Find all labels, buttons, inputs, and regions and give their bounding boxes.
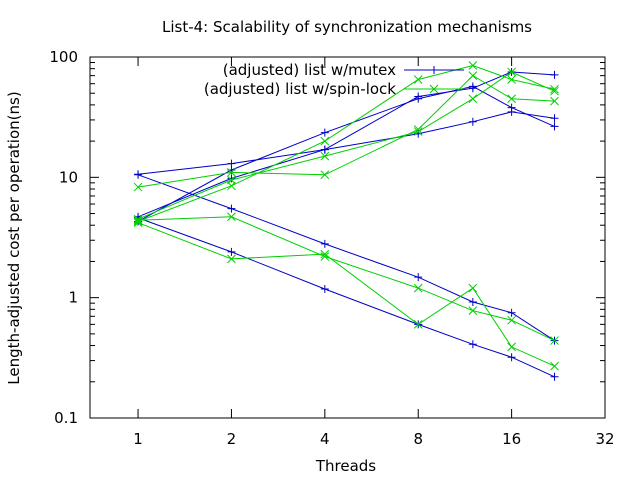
data-point-plus [134, 170, 143, 179]
x-tick-label: 16 [502, 430, 521, 448]
data-point-cross [320, 170, 330, 180]
data-point-cross [550, 84, 559, 94]
data-point-plus [550, 372, 559, 381]
data-point-plus [507, 107, 516, 116]
series-spin-lock [133, 61, 559, 371]
data-point-cross [227, 254, 236, 264]
y-tick-label: 100 [49, 48, 78, 66]
data-point-plus [550, 122, 559, 131]
data-point-cross [413, 127, 423, 136]
y-tick-label: 1 [68, 289, 78, 307]
chart-title: List-4: Scalability of synchronization m… [162, 18, 532, 36]
data-point-cross [429, 84, 439, 94]
plot-frame [89, 56, 606, 419]
x-tick-label: 2 [227, 430, 237, 448]
data-point-cross [320, 249, 330, 259]
series-line [138, 216, 555, 342]
data-point-plus [320, 128, 329, 137]
legend-label: (adjusted) list w/mutex [223, 61, 396, 79]
data-point-cross [413, 283, 423, 293]
x-tick-label: 32 [595, 430, 614, 448]
series-line [137, 222, 555, 367]
data-point-cross [550, 336, 559, 345]
data-point-plus [550, 70, 559, 79]
data-point-plus [227, 247, 236, 256]
y-axis-label: Length-adjusted cost per operation(ns) [5, 91, 23, 384]
x-tick-label: 4 [320, 430, 330, 448]
series-line [138, 111, 555, 175]
x-tick-label: 8 [413, 430, 423, 448]
data-point-cross [227, 175, 236, 185]
data-point-plus [468, 117, 477, 126]
data-point-cross [550, 361, 559, 371]
legend-label: (adjusted) list w/spin-lock [204, 80, 396, 98]
data-point-cross [227, 212, 236, 222]
data-point-plus [430, 66, 438, 74]
data-point-plus [320, 145, 329, 154]
data-point-plus [227, 159, 236, 168]
data-point-plus [550, 114, 559, 123]
data-point-plus [227, 174, 236, 183]
data-point-cross [507, 342, 516, 352]
data-point-plus [414, 273, 423, 282]
y-tick-label: 0.1 [54, 409, 78, 427]
data-point-plus [468, 298, 477, 307]
data-point-plus [468, 340, 477, 349]
data-point-cross [507, 67, 516, 77]
data-point-cross [507, 315, 516, 325]
data-point-cross [468, 71, 478, 80]
data-point-cross [227, 167, 236, 177]
data-point-cross [468, 283, 478, 293]
series-mutex [134, 68, 559, 381]
x-tick-label: 1 [133, 430, 143, 448]
data-point-cross [320, 136, 330, 146]
data-point-cross [413, 75, 423, 84]
data-point-cross [413, 125, 423, 134]
data-point-cross [133, 182, 143, 192]
data-point-cross [133, 217, 143, 226]
data-point-plus [320, 285, 329, 294]
data-point-cross [413, 320, 423, 329]
data-point-plus [507, 308, 516, 317]
plot-area: 0.1 1 10 100 1 2 4 8 16 32 [49, 48, 614, 448]
data-point-plus [320, 239, 329, 248]
data-point-cross [468, 61, 478, 70]
data-point-plus [414, 94, 423, 103]
x-axis-label: Threads [315, 457, 376, 475]
data-point-cross [550, 86, 559, 96]
data-point-cross [550, 96, 559, 106]
series-line [137, 217, 555, 378]
series-line [137, 85, 555, 222]
data-point-plus [468, 82, 477, 91]
legend: (adjusted) list w/mutex(adjusted) list w… [204, 61, 464, 98]
data-point-cross [507, 75, 516, 84]
data-point-cross [468, 94, 478, 104]
data-point-cross [468, 306, 478, 316]
data-point-cross [507, 94, 516, 104]
data-point-cross [320, 151, 330, 161]
data-point-plus [227, 204, 236, 213]
data-point-cross [133, 214, 143, 224]
data-point-plus [507, 353, 516, 362]
y-tick-label: 10 [59, 168, 78, 186]
